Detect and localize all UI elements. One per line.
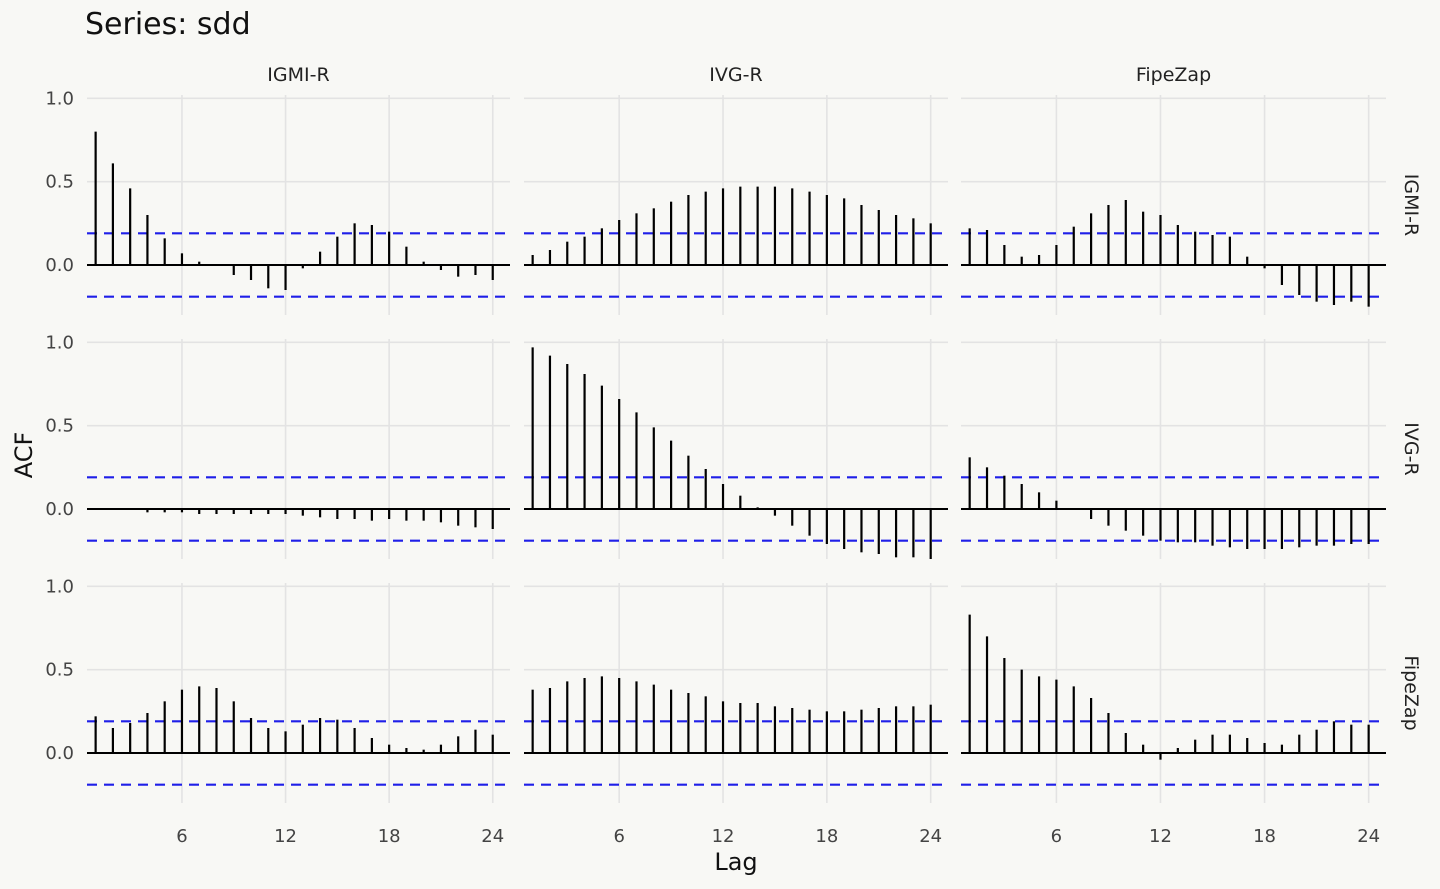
x-tick-label: 6 — [1051, 826, 1062, 847]
column-strip-label: IGMI-R — [267, 64, 329, 86]
y-tick-label: 1.0 — [45, 88, 74, 109]
y-axis-label: ACF — [10, 432, 38, 479]
y-tick-label: 0.5 — [45, 416, 74, 437]
y-tick-label: 0.5 — [45, 172, 74, 193]
panel-ivg-r-vs-ivg-r — [524, 339, 948, 559]
x-tick-label: 24 — [1357, 826, 1380, 847]
x-tick-label: 6 — [176, 826, 187, 847]
x-tick-label: 18 — [378, 826, 401, 847]
chart-title: Series: sdd — [85, 7, 251, 42]
panel-igmi-r-vs-ivg-r: IVG-R — [524, 64, 948, 315]
y-tick-label: 1.0 — [45, 576, 74, 597]
panel-igmi-r-vs-fipezap: FipeZap IGMI-R — [961, 64, 1422, 315]
y-tick-label: 0.0 — [45, 743, 74, 764]
x-tick-label: 24 — [481, 826, 504, 847]
x-tick-label: 6 — [613, 826, 624, 847]
row-strip-label: FipeZap — [1400, 655, 1422, 730]
panel-fipezap-vs-fipezap: 6 12 18 24 FipeZap — [961, 583, 1422, 847]
y-tick-label: 0.0 — [45, 499, 74, 520]
column-strip-label: IVG-R — [709, 64, 762, 86]
x-tick-label: 12 — [274, 826, 297, 847]
column-strip-label: FipeZap — [1136, 64, 1211, 86]
row-strip-label: IVG-R — [1400, 422, 1422, 475]
y-tick-label: 0.5 — [45, 660, 74, 681]
y-tick-label: 1.0 — [45, 332, 74, 353]
x-tick-label: 12 — [1149, 826, 1172, 847]
panel-fipezap-vs-igmi-r: 0.0 0.5 1.0 6 12 18 24 — [45, 576, 510, 847]
panel-ivg-r-vs-igmi-r: 0.0 0.5 1.0 — [45, 332, 510, 559]
x-tick-label: 18 — [1253, 826, 1276, 847]
row-strip-label: IGMI-R — [1400, 174, 1422, 236]
panel-igmi-r-vs-igmi-r: 0.0 0.5 1.0 IGMI-R — [45, 64, 510, 315]
x-tick-label: 24 — [919, 826, 942, 847]
panels: 0.0 0.5 1.0 IGMI-R IVG-R FipeZap IGMI-R 0.0 0.5 1… — [45, 64, 1422, 847]
x-axis-label: Lag — [714, 848, 757, 876]
y-tick-label: 0.0 — [45, 255, 74, 276]
panel-ivg-r-vs-fipezap: IVG-R — [961, 339, 1422, 559]
x-tick-label: 18 — [815, 826, 838, 847]
x-tick-label: 12 — [712, 826, 735, 847]
panel-fipezap-vs-ivg-r: 6 12 18 24 — [524, 583, 948, 847]
